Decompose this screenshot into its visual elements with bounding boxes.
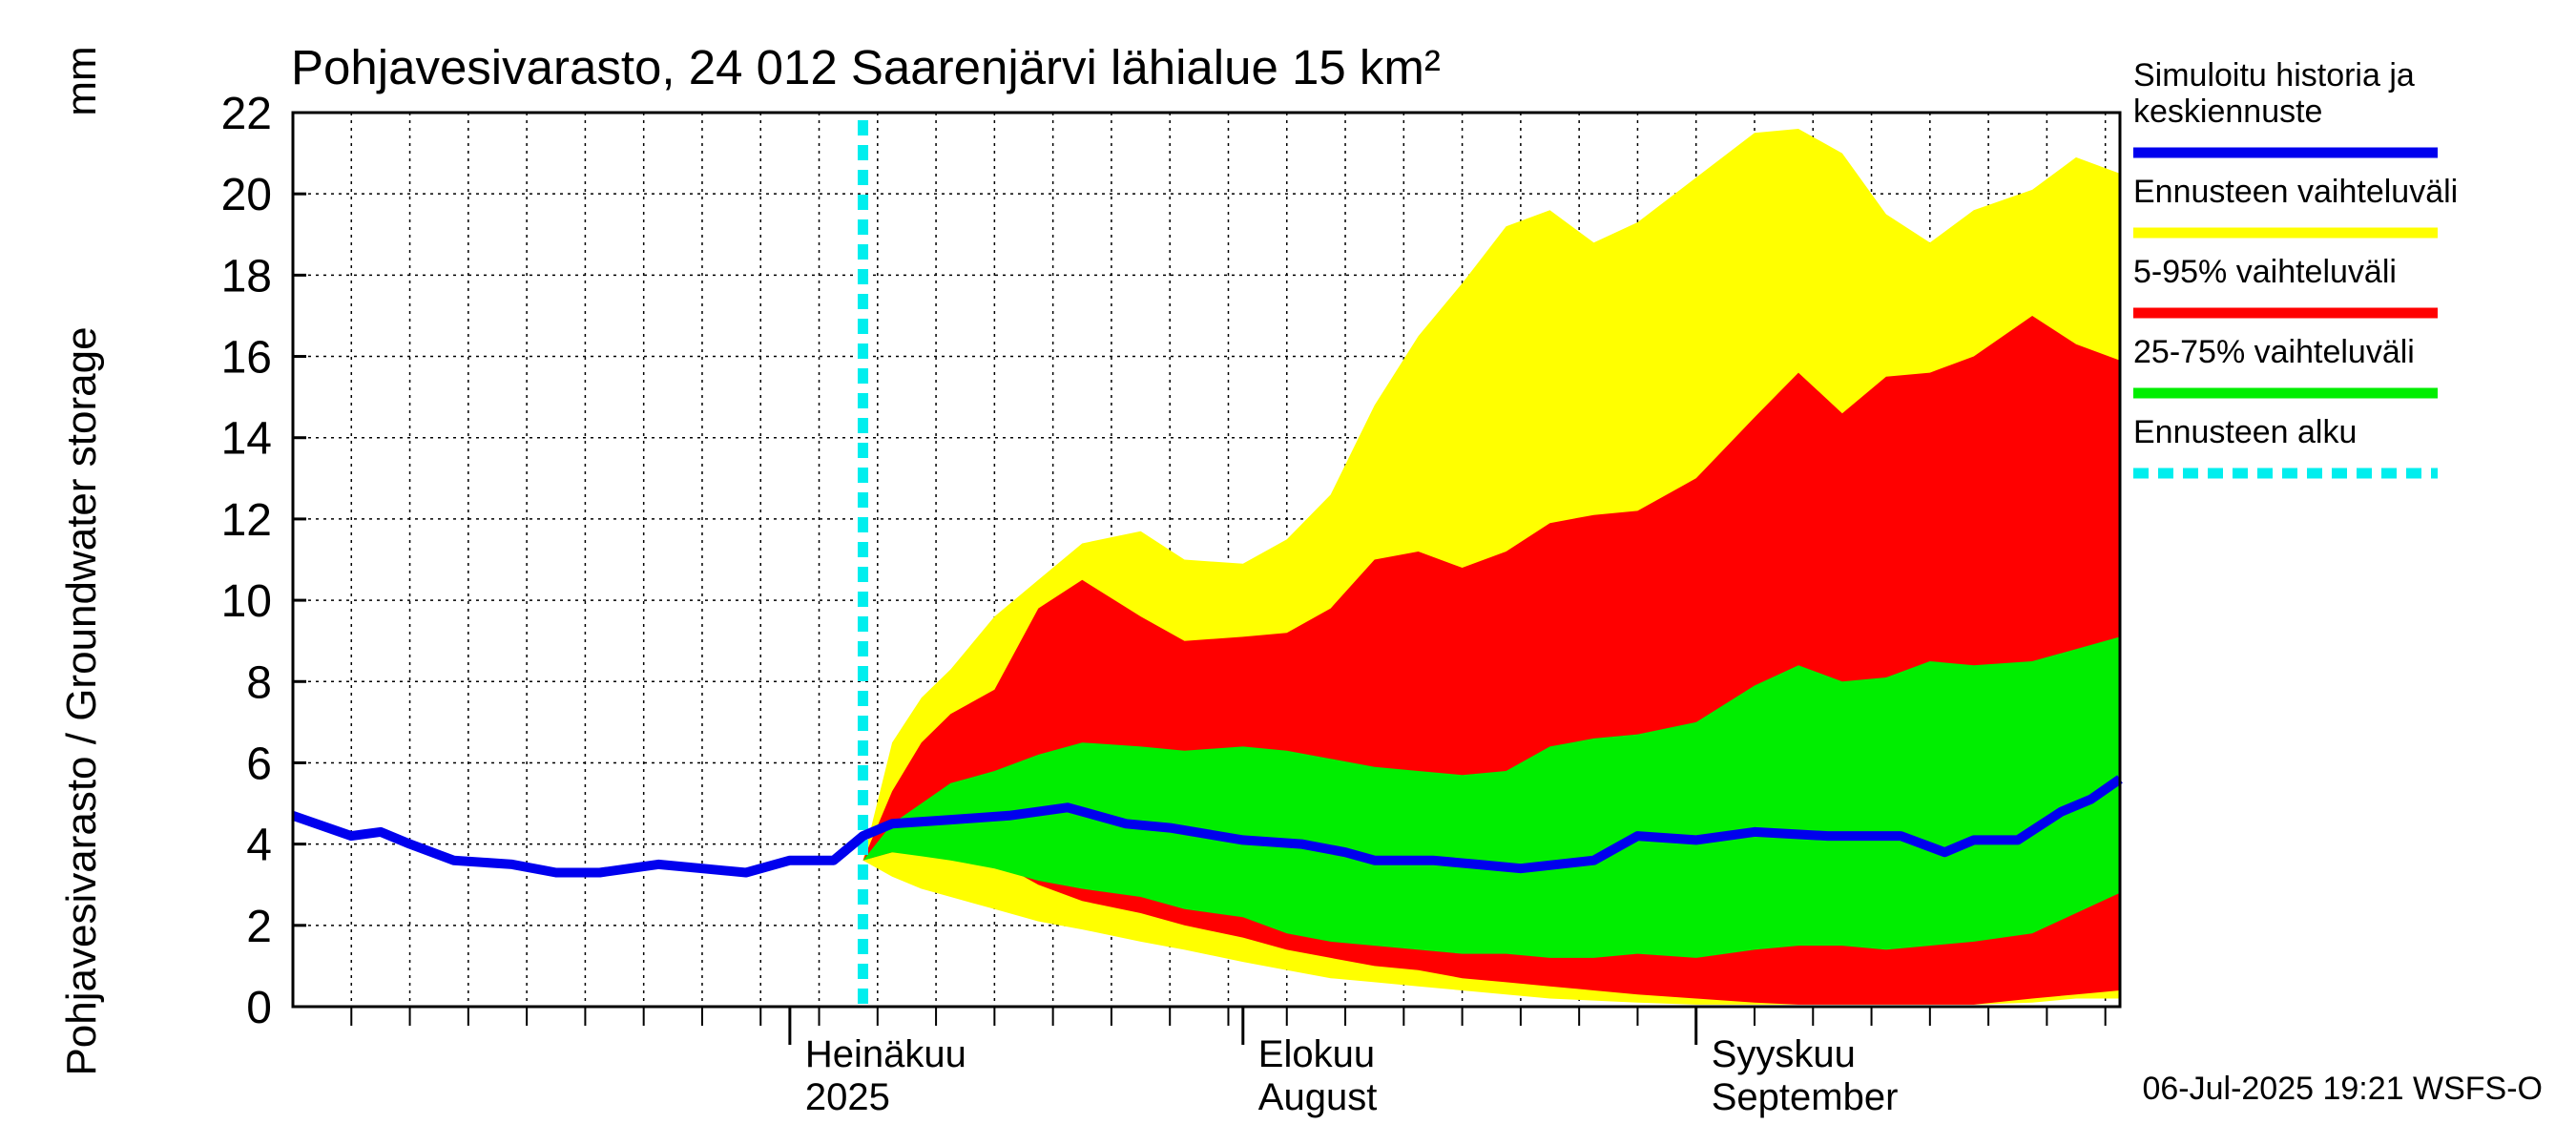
axis-ticks — [293, 111, 2107, 1045]
chart-title: Pohjavesivarasto, 24 012 Saarenjärvi läh… — [291, 40, 1441, 94]
y-axis-unit: mm — [58, 46, 105, 115]
legend-label-median: keskiennuste — [2133, 94, 2322, 130]
legend-label-median: Simuloitu historia ja — [2133, 57, 2415, 94]
month-sublabel: September — [1712, 1076, 1899, 1118]
y-tick-label: 16 — [221, 333, 272, 384]
median-line-layer — [291, 120, 2123, 1007]
legend-label-p25-75: 25-75% vaihteluväli — [2133, 334, 2415, 370]
y-tick-label: 18 — [221, 251, 272, 302]
y-axis-label: Pohjavesivarasto / Groundwater storage — [58, 326, 105, 1075]
y-tick-label: 0 — [246, 983, 272, 1033]
y-tick-label: 12 — [221, 495, 272, 546]
month-label: Elokuu — [1258, 1033, 1375, 1075]
y-tick-label: 8 — [246, 657, 272, 708]
median-line — [291, 775, 2123, 878]
y-tick-label: 10 — [221, 576, 272, 627]
y-tick-label: 20 — [221, 170, 272, 220]
month-sublabel: 2025 — [805, 1076, 890, 1118]
timestamp-footer: 06-Jul-2025 19:21 WSFS-O — [2142, 1071, 2543, 1107]
band-p25-75 — [862, 636, 2120, 958]
month-label: Heinäkuu — [805, 1033, 966, 1075]
plot-frame — [291, 111, 2122, 1009]
legend-label-forecast-start: Ennusteen alku — [2133, 414, 2357, 450]
month-label: Syyskuu — [1712, 1033, 1856, 1075]
y-tick-label: 22 — [221, 89, 272, 139]
y-tick-label: 14 — [221, 414, 272, 465]
legend-label-full-range: Ennusteen vaihteluväli — [2133, 174, 2458, 210]
legend-label-p5-95: 5-95% vaihteluväli — [2133, 254, 2397, 290]
month-sublabel: August — [1258, 1076, 1378, 1118]
y-tick-label: 2 — [246, 902, 272, 952]
y-tick-label: 4 — [246, 821, 272, 871]
y-tick-label: 6 — [246, 739, 272, 789]
